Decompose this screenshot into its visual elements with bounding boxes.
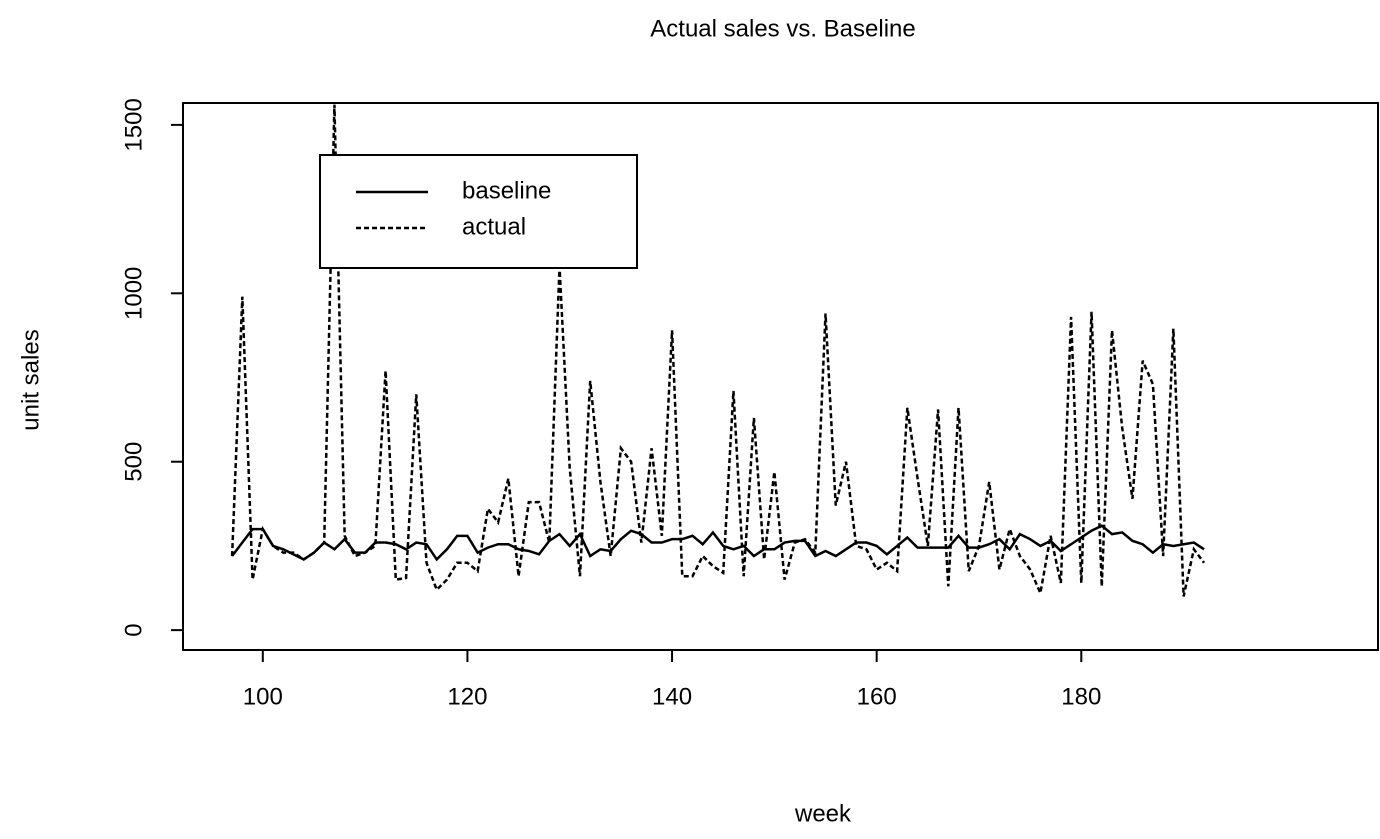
legend-box	[319, 154, 638, 269]
y-tick-label: 1500	[120, 98, 147, 151]
x-tick-label: 100	[243, 683, 283, 710]
y-tick-label: 500	[120, 442, 147, 482]
series-line	[231, 524, 1205, 562]
x-tick-label: 160	[857, 683, 897, 710]
chart-title: Actual sales vs. Baseline	[650, 15, 915, 42]
y-tick-label: 0	[120, 623, 147, 636]
x-tick-label: 140	[652, 683, 692, 710]
y-axis-label: unit sales	[17, 329, 44, 430]
y-tick-label: 1000	[120, 267, 147, 320]
plot-frame	[182, 102, 1379, 651]
x-tick-label: 120	[447, 683, 487, 710]
x-tick-label: 180	[1061, 683, 1101, 710]
series-line	[230, 104, 1206, 598]
x-axis-label: week	[794, 800, 852, 827]
legend-label: actual	[462, 213, 526, 240]
legend-label: baseline	[462, 177, 551, 204]
